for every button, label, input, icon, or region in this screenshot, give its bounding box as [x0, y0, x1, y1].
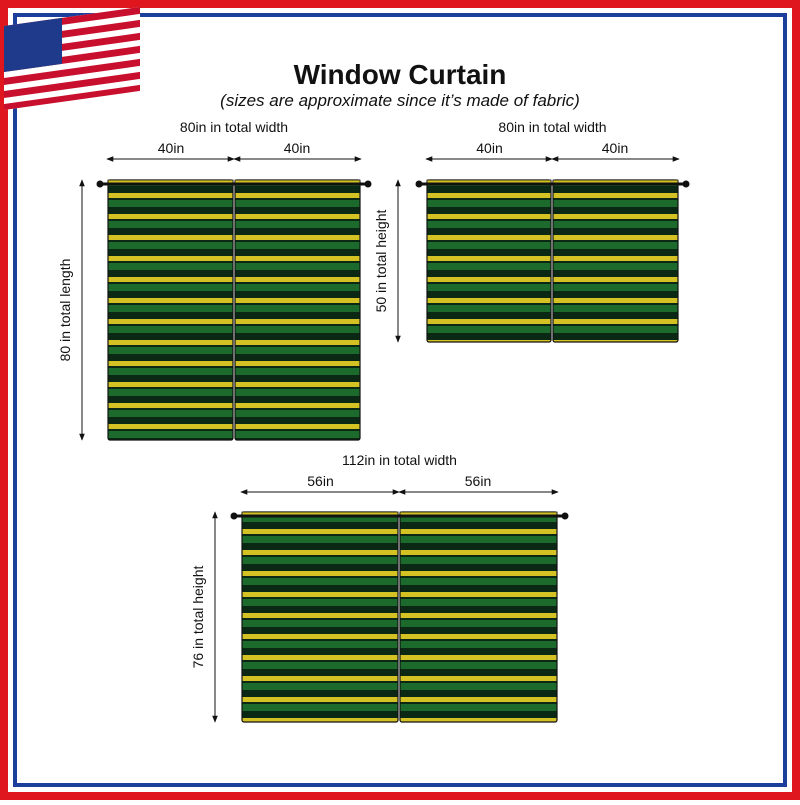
- total-width-label: 112in in total width: [342, 452, 457, 468]
- half-width-label: 40in: [284, 140, 310, 156]
- half-width-label: 56in: [307, 473, 333, 489]
- flag-icon: [4, 6, 140, 110]
- height-label: 76 in total height: [190, 566, 206, 669]
- half-width-label: 40in: [476, 140, 502, 156]
- curtain-panel: [399, 511, 558, 723]
- curtain-panel: [107, 179, 234, 441]
- rod-end: [96, 180, 104, 188]
- curtain-panel: [426, 179, 552, 343]
- curtain-panel: [241, 511, 399, 723]
- height-label: 50 in total height: [373, 210, 389, 313]
- curtain-panel: [552, 179, 679, 343]
- rod-end: [230, 512, 238, 520]
- panels: 80in in total width 40in 40in 80 in total l…: [57, 119, 690, 723]
- rod-end: [561, 512, 569, 520]
- half-width-label: 56in: [465, 473, 491, 489]
- inner-frame: [13, 13, 787, 787]
- curtain-panel: [234, 179, 361, 441]
- total-width-label: 80in in total width: [498, 119, 606, 135]
- rod-end: [682, 180, 690, 188]
- height-label: 80 in total length: [57, 259, 73, 362]
- rod-end: [415, 180, 423, 188]
- half-width-label: 40in: [602, 140, 628, 156]
- subtitle: (sizes are approximate since it’s made o…: [220, 91, 580, 110]
- rod-end: [364, 180, 372, 188]
- title: Window Curtain: [294, 59, 507, 90]
- half-width-label: 40in: [158, 140, 184, 156]
- total-width-label: 80in in total width: [180, 119, 288, 135]
